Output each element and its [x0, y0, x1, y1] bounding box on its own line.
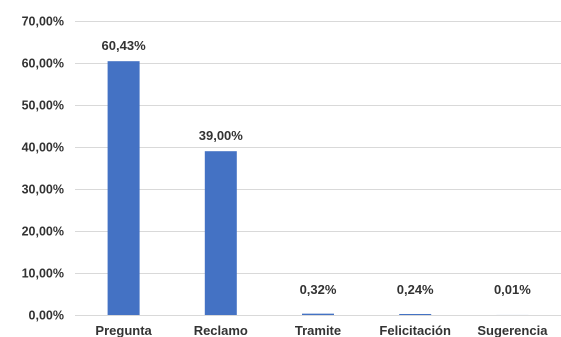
x-tick-label: Sugerencia	[477, 323, 548, 337]
y-tick-label: 50,00%	[22, 99, 64, 113]
bar-reclamo	[204, 151, 237, 315]
y-tick-label: 70,00%	[22, 15, 64, 29]
y-tick-label: 60,00%	[22, 57, 64, 71]
data-label: 0,24%	[397, 282, 434, 297]
x-tick-label: Felicitación	[379, 323, 451, 337]
data-label: 60,43%	[102, 38, 147, 53]
bar-tramite	[302, 313, 334, 315]
gridlines	[75, 21, 561, 316]
y-tick-label: 20,00%	[22, 225, 64, 239]
y-axis-ticks: 0,00% 10,00% 20,00% 30,00% 40,00% 50,00% 60,00…	[22, 15, 64, 323]
bar-pregunta	[107, 61, 140, 315]
x-tick-label: Tramite	[295, 323, 341, 337]
data-label: 39,00%	[199, 128, 244, 143]
data-label: 0,01%	[494, 282, 531, 297]
x-axis-labels: Pregunta Reclamo Tramite Felicitación Sugere…	[95, 323, 548, 337]
x-tick-label: Reclamo	[194, 323, 248, 337]
y-tick-label: 40,00%	[22, 141, 64, 155]
data-labels: 60,43% 39,00% 0,32% 0,24% 0,01%	[102, 38, 532, 297]
bar-felicitacion	[399, 313, 432, 315]
y-tick-label: 0,00%	[29, 309, 64, 323]
x-tick-label: Pregunta	[95, 323, 152, 337]
data-label: 0,32%	[300, 282, 337, 297]
y-tick-label: 10,00%	[22, 267, 64, 281]
bars	[107, 61, 529, 315]
y-tick-label: 30,00%	[22, 183, 64, 197]
